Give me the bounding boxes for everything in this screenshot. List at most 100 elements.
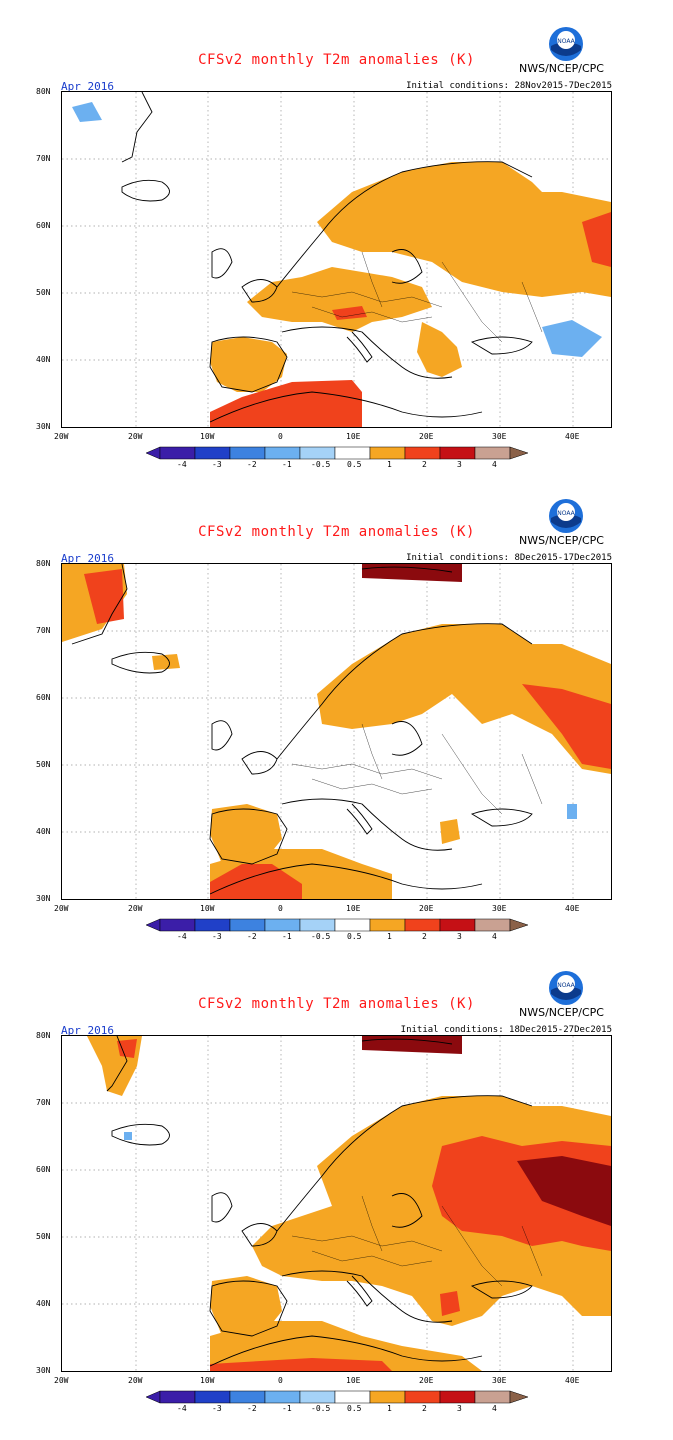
noaa-logo-icon: NOAA [549,499,583,533]
agency-label: NWS/NCEP/CPC [519,62,604,75]
forecast-month: Apr 2016 [61,80,114,93]
initial-conditions: Initial conditions: 8Dec2015-17Dec2015 [406,553,612,563]
forecast-panel-1: CFSv2 monthly T2m anomalies (K) NOAA NWS… [0,0,673,472]
legend-tick: 3 [457,1404,462,1413]
coastlines [121,91,533,423]
forecast-panel-3: CFSv2 monthly T2m anomalies (K) NOAA NWS… [0,944,673,1416]
noaa-logo-icon: NOAA [549,971,583,1005]
lon-label-20w-left: 20W [54,1376,69,1385]
legend-tick: -2 [247,932,257,941]
svg-text:NOAA: NOAA [557,510,575,517]
legend-tick: 4 [492,1404,497,1413]
lon-label-10w: 10W [200,432,215,441]
map-canvas [62,1035,611,1371]
legend-tick: 0.5 [347,460,362,469]
legend-tick: 1 [387,460,392,469]
legend-tick: 3 [457,460,462,469]
legend-tick: 3 [457,932,462,941]
anomaly-patch-russia-hot [517,1156,611,1226]
anomaly-patch-caspian [567,804,577,819]
lat-label-30n: 30N [36,894,51,903]
lon-label-10w: 10W [200,1376,215,1385]
anomaly-map [61,563,612,900]
legend-tick: -2 [247,460,257,469]
lon-label-40e: 40E [565,432,580,441]
anomaly-map [61,1035,612,1372]
anomaly-patch-greece-hot [440,1291,460,1316]
legend-tick: -4 [177,1404,187,1413]
anomaly-patch-svalbard [362,564,462,582]
map-title: CFSv2 monthly T2m anomalies (K) [198,524,475,540]
lon-label-20w-left: 20W [54,432,69,441]
anomaly-patch-sahara-hot [210,1358,392,1371]
anomaly-patch-greece [440,819,460,844]
anomaly-patch-north-africa [210,380,362,427]
lat-label-40n: 40N [36,827,51,836]
lat-label-70n: 70N [36,626,51,635]
legend-tick: -3 [212,460,222,469]
lon-label-10w: 10W [200,904,215,913]
noaa-logo-icon: NOAA [549,27,583,61]
anomaly-patch-russia [522,684,611,769]
lon-label-30e: 30E [492,904,507,913]
legend-tick: -1 [282,460,292,469]
legend-tick: 4 [492,460,497,469]
lat-label-50n: 50N [36,288,51,297]
lon-label-40e: 40E [565,1376,580,1385]
lat-label-70n: 70N [36,154,51,163]
lon-label-20w: 20W [128,1376,143,1385]
svg-text:NOAA: NOAA [557,38,575,45]
lon-label-20w: 20W [128,432,143,441]
lon-label-10e: 10E [346,432,361,441]
anomaly-patch-central-europe [247,267,432,332]
lat-label-40n: 40N [36,1299,51,1308]
lat-label-60n: 60N [36,221,51,230]
lon-label-20e: 20E [419,904,434,913]
forecast-panel-2: CFSv2 monthly T2m anomalies (K) NOAA NWS… [0,472,673,944]
legend-tick: 0.5 [347,1404,362,1413]
legend-tick: 4 [492,932,497,941]
legend-tick: 1 [387,932,392,941]
agency-label: NWS/NCEP/CPC [519,534,604,547]
svg-text:NOAA: NOAA [557,982,575,989]
lat-label-80n: 80N [36,559,51,568]
forecast-month: Apr 2016 [61,552,114,565]
lon-label-20w-left: 20W [54,904,69,913]
legend-tick: -2 [247,1404,257,1413]
legend-tick: -1 [282,932,292,941]
initial-conditions: Initial conditions: 28Nov2015-7Dec2015 [406,81,612,91]
lat-label-70n: 70N [36,1098,51,1107]
borders [291,251,543,343]
anomaly-patch-iceland [124,1132,132,1140]
legend-tick: -4 [177,460,187,469]
lat-label-80n: 80N [36,87,51,96]
anomaly-patch-scandinavia [317,624,611,774]
map-canvas [62,91,611,427]
lon-label-0: 0 [278,1376,283,1385]
lon-label-30e: 30E [492,1376,507,1385]
legend-tick: 2 [422,460,427,469]
lon-label-40e: 40E [565,904,580,913]
lat-label-60n: 60N [36,693,51,702]
legend-tick: 0.5 [347,932,362,941]
lat-label-30n: 30N [36,1366,51,1375]
anomaly-patch-iberia [210,337,287,392]
legend-tick: -4 [177,932,187,941]
anomaly-patch-greenland [72,102,102,122]
lat-label-40n: 40N [36,355,51,364]
anomaly-patch-scandinavia [317,162,611,297]
legend-tick: -3 [212,932,222,941]
legend-tick: -0.5 [311,460,331,469]
anomaly-patch-greenland-hot [117,1039,137,1058]
lon-label-0: 0 [278,904,283,913]
anomaly-patch-svalbard [362,1036,462,1054]
lat-label-80n: 80N [36,1031,51,1040]
anomaly-patch-sahara-hot [210,864,302,899]
lat-label-50n: 50N [36,1232,51,1241]
initial-conditions: Initial conditions: 18Dec2015-27Dec2015 [400,1025,612,1035]
lon-label-20w: 20W [128,904,143,913]
map-title: CFSv2 monthly T2m anomalies (K) [198,52,475,68]
anomaly-patch-russia [582,212,611,267]
lon-label-10e: 10E [346,904,361,913]
lon-label-20e: 20E [419,432,434,441]
